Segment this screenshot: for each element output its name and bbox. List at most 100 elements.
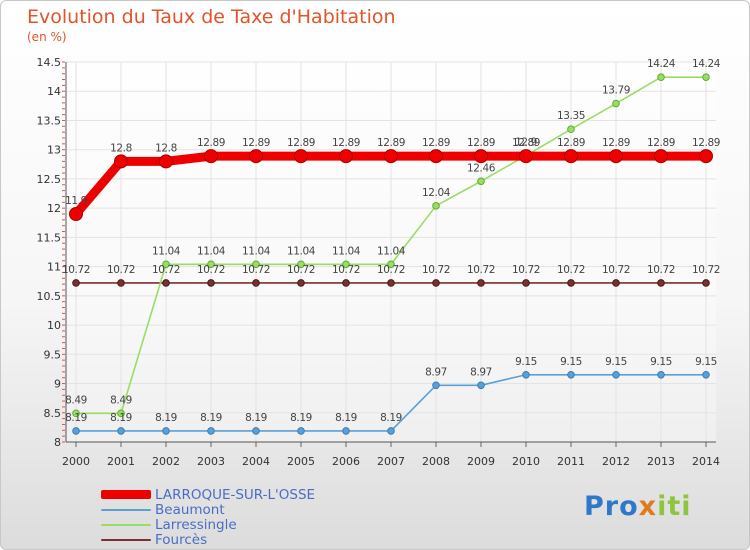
x-tick-label: 2003: [197, 455, 225, 468]
data-point-fources: [252, 279, 260, 287]
data-point-fources: [657, 279, 665, 287]
data-point-larressingle: [432, 202, 440, 210]
data-label-beaumont: 8.19: [335, 412, 357, 424]
data-point-fources: [702, 279, 710, 287]
x-tick-label: 2007: [377, 455, 405, 468]
data-point-beaumont: [702, 370, 710, 379]
data-label-fources: 10.72: [152, 264, 180, 276]
data-label-larroque: 12.89: [287, 137, 315, 149]
data-label-beaumont: 9.15: [560, 356, 582, 368]
data-label-larressingle: 14.24: [692, 58, 721, 70]
data-point-beaumont: [207, 427, 215, 435]
data-point-larressingle: [162, 260, 170, 269]
data-label-larroque: 12.89: [377, 137, 405, 149]
data-label-larroque: 12.89: [422, 137, 450, 149]
data-point-fources: [432, 279, 440, 287]
data-point-fources: [162, 279, 170, 287]
data-label-fources: 10.72: [332, 264, 360, 276]
data-label-larressingle: 11.04: [197, 245, 226, 257]
data-label-larroque: 12.89: [332, 137, 360, 149]
data-label-fources: 10.72: [557, 264, 585, 276]
data-point-beaumont: [252, 427, 260, 435]
y-tick-label: 13.5: [37, 114, 62, 127]
data-point-larroque: [294, 149, 308, 164]
chart-title: Evolution du Taux de Taxe d'Habitation: [27, 6, 396, 28]
y-tick-label: 13: [47, 144, 61, 157]
x-tick-label: 2012: [602, 455, 630, 468]
data-point-fources: [387, 279, 395, 287]
series-lines: [69, 73, 713, 435]
data-point-beaumont: [567, 370, 575, 379]
y-tick-label: 10.5: [37, 290, 62, 303]
data-label-beaumont: 8.19: [290, 412, 312, 424]
axes: 8 8.5 9 9.5 10 10.5 11 11.5 12 12.5 13 13.5 14 14.5 20…: [37, 56, 721, 468]
data-label-beaumont: 8.19: [200, 412, 222, 424]
data-label-larroque: 11.9: [65, 195, 87, 207]
data-label-beaumont: 9.15: [650, 356, 672, 368]
data-label-fources: 10.72: [287, 264, 315, 276]
data-label-beaumont: 9.15: [695, 356, 717, 368]
data-label-larressingle: 11.04: [332, 245, 361, 257]
legend-label-larroque: LARROQUE-SUR-L'OSSE: [155, 486, 316, 503]
legend-item-larressingle: Larressingle: [101, 516, 315, 533]
legend-swatch-larroque: [101, 490, 151, 499]
legend-label-larressingle: Larressingle: [155, 516, 237, 533]
y-tick-label: 14: [47, 85, 61, 98]
data-label-fources: 10.72: [242, 264, 270, 276]
grid: [66, 61, 716, 443]
data-label-larroque: 12.89: [692, 137, 720, 149]
data-label-beaumont: 9.15: [515, 356, 537, 368]
data-point-fources: [567, 279, 575, 287]
legend-item-fources: Fourcès: [101, 532, 315, 548]
x-tick-label: 2011: [557, 455, 585, 468]
data-label-beaumont: 8.19: [110, 412, 132, 424]
data-label-fources: 10.72: [422, 264, 450, 276]
legend-item-larroque: LARROQUE-SUR-L'OSSE: [101, 486, 316, 503]
data-point-larroque: [69, 207, 83, 221]
data-label-larressingle: 8.49: [65, 394, 87, 406]
data-point-beaumont: [522, 370, 530, 379]
data-point-larressingle: [342, 260, 350, 269]
data-point-larroque: [564, 149, 578, 164]
data-label-fources: 10.72: [602, 264, 630, 276]
y-tick-label: 8: [54, 436, 61, 449]
y-axis-unit: (en %): [27, 30, 67, 44]
data-label-beaumont: 8.19: [380, 412, 402, 424]
x-tick-label: 2014: [692, 455, 720, 468]
data-label-fources: 10.72: [107, 264, 135, 276]
data-label-fources: 10.72: [512, 264, 540, 276]
data-point-larroque: [429, 149, 443, 164]
data-point-larroque: [654, 149, 668, 164]
x-tick-label: 2008: [422, 455, 450, 468]
data-point-beaumont: [432, 381, 440, 390]
data-label-beaumont: 8.19: [65, 412, 87, 424]
data-label-larroque: 12.89: [197, 137, 225, 149]
x-tick-label: 2013: [647, 455, 675, 468]
data-label-larroque: 12.89: [242, 137, 270, 149]
data-point-fources: [297, 279, 305, 287]
x-tick-label: 2006: [332, 455, 360, 468]
data-point-larressingle: [702, 73, 710, 81]
data-point-larroque: [249, 149, 263, 164]
data-point-larroque: [699, 149, 713, 164]
data-point-larroque: [114, 154, 128, 169]
data-point-beaumont: [612, 370, 620, 379]
x-tick-label: 2009: [467, 455, 495, 468]
x-tick-label: 2010: [512, 455, 540, 468]
legend-label-beaumont: Beaumont: [155, 501, 225, 518]
data-label-larressingle: 11.04: [242, 245, 271, 257]
data-labels: 11.912.8 12.8 12.89 12.89 12.89 12.89 12.89 12.…: [62, 58, 721, 424]
data-label-larroque: 12.8: [155, 142, 177, 154]
y-tick-label: 11.5: [37, 231, 62, 244]
data-point-larressingle: [297, 260, 305, 269]
data-label-larressingle: 12.04: [422, 187, 451, 199]
data-label-larressingle: 13.79: [602, 85, 630, 97]
data-point-fources: [207, 279, 215, 287]
data-label-larressingle: 8.49: [110, 394, 132, 406]
data-point-beaumont: [297, 427, 305, 435]
data-point-beaumont: [477, 381, 485, 390]
data-point-beaumont: [72, 427, 80, 435]
data-point-larroque: [204, 149, 218, 164]
